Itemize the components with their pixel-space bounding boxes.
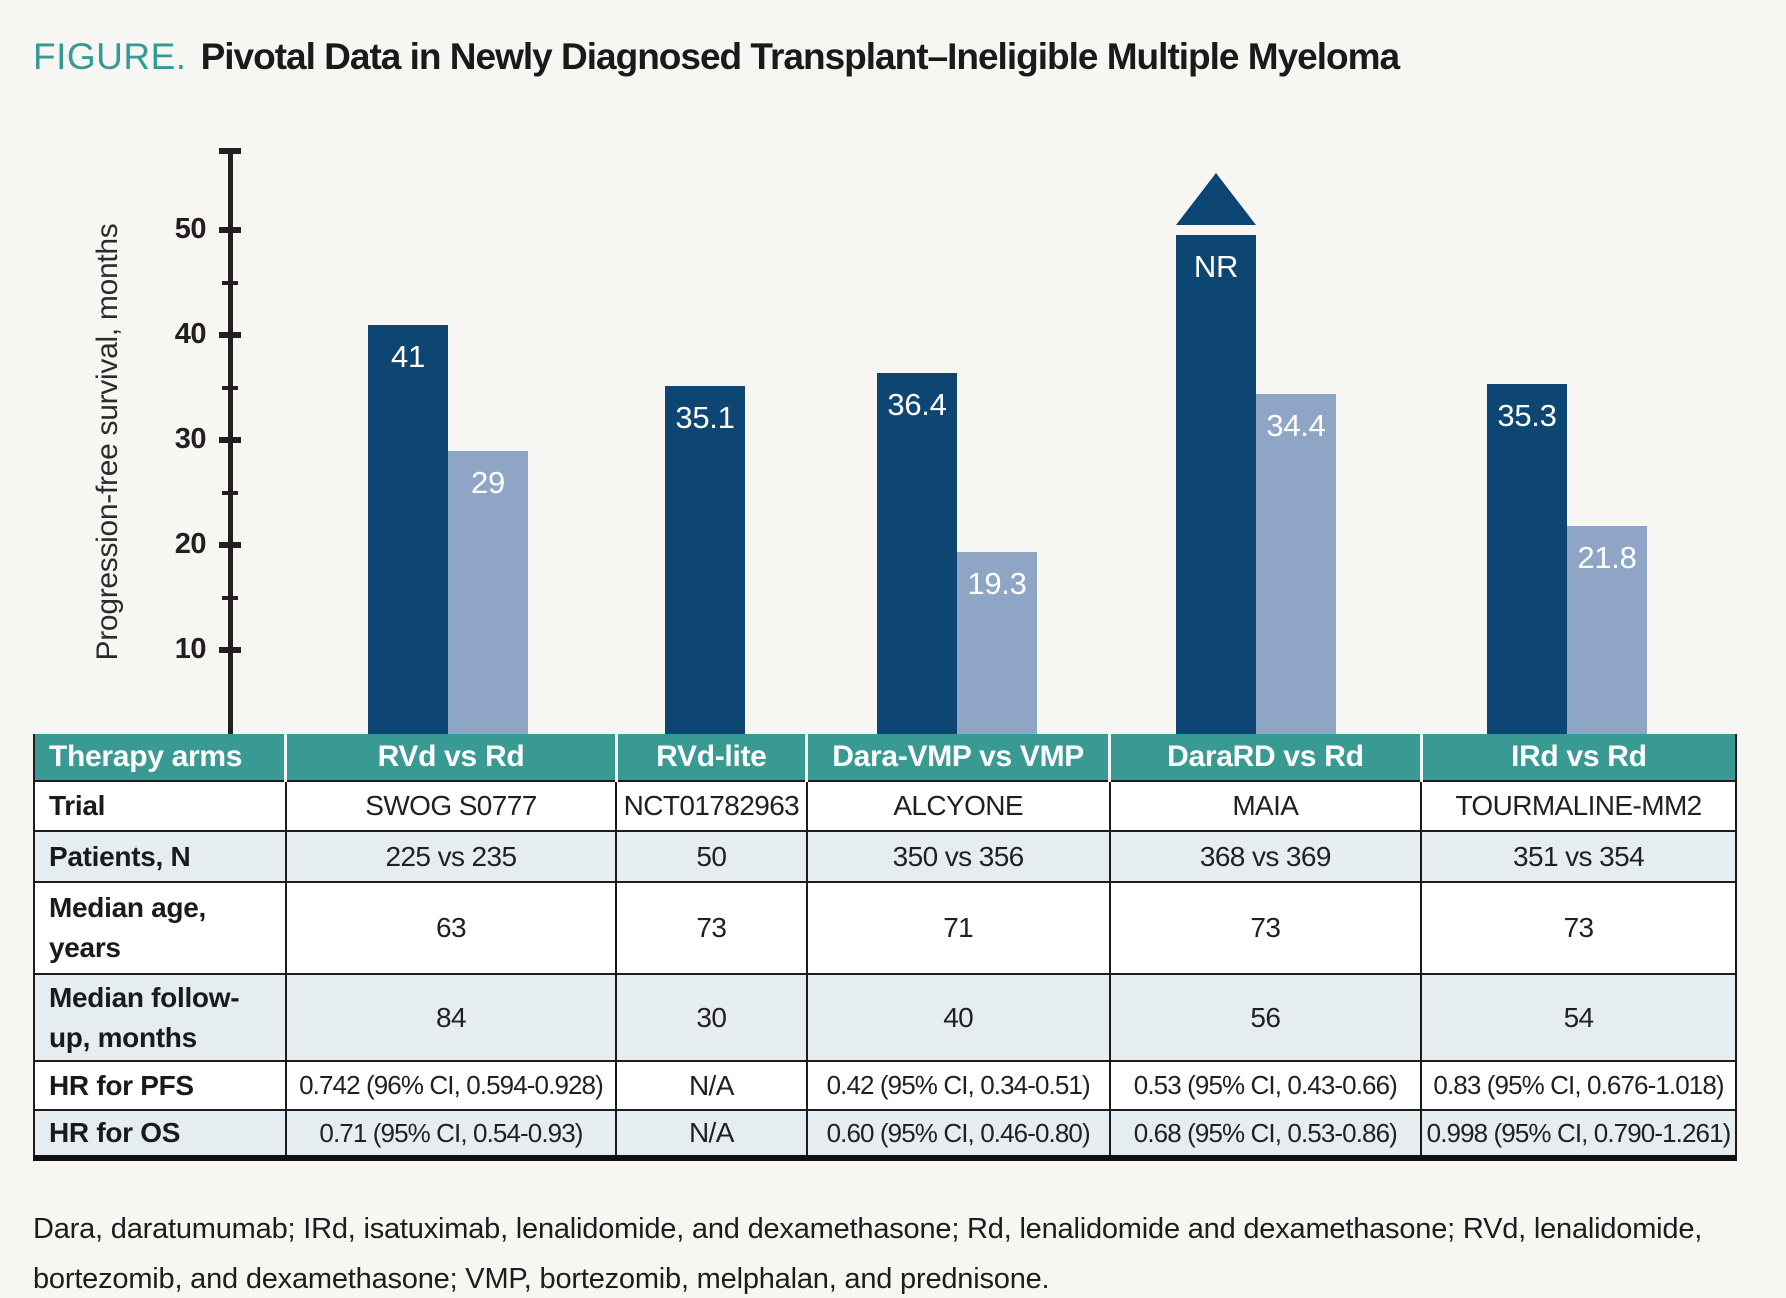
header-arm-dara-vmp-vs-vmp: Dara-VMP vs VMP <box>805 734 1110 782</box>
value-cell: 0.60 (95% CI, 0.46-0.80) <box>805 1109 1111 1158</box>
bar-rvd-vs-rd-41: 41 <box>368 324 448 734</box>
y-tick-label-20: 20 <box>174 528 207 560</box>
value-cell: TOURMALINE-MM2 <box>1420 781 1737 831</box>
row-label: Median age, years <box>33 881 287 974</box>
value-cell: 63 <box>284 881 618 974</box>
value-cell: 351 vs 354 <box>1420 830 1737 882</box>
figure-title: Pivotal Data in Newly Diagnosed Transpla… <box>200 36 1401 77</box>
therapy-table-wrap: Therapy arms RVd vs Rd RVd-lite Dara-VMP vs… <box>33 734 1737 1161</box>
bar-ird-vs-rd-21.8: 21.8 <box>1567 526 1647 734</box>
y-tick-50 <box>219 227 241 233</box>
value-cell: 350 vs 356 <box>805 830 1111 882</box>
value-cell: N/A <box>615 1109 808 1158</box>
value-cell: 0.71 (95% CI, 0.54-0.93) <box>284 1109 618 1158</box>
y-tick-label-50: 50 <box>174 213 207 245</box>
value-cell: 73 <box>615 881 808 974</box>
bar-value-label: NR <box>1193 249 1239 285</box>
bar-value-label: 35.3 <box>1497 398 1557 434</box>
value-cell: 0.68 (95% CI, 0.53-0.86) <box>1108 1109 1423 1158</box>
header-therapy-arms: Therapy arms <box>34 734 286 782</box>
table-row-hr-for-pfs: HR for PFS 0.742 (96% CI, 0.594-0.928) N/A… <box>33 1060 1737 1110</box>
header-arm-darard-vs-rd: DaraRD vs Rd <box>1108 734 1422 782</box>
y-tick-label-10: 10 <box>174 633 207 665</box>
value-cell: 30 <box>615 973 808 1061</box>
bar-value-label: 36.4 <box>887 386 947 422</box>
therapy-table: Therapy arms RVd vs Rd RVd-lite Dara-VMP vs… <box>33 734 1737 1161</box>
y-minor-tick-35 <box>222 385 238 390</box>
table-header-row: Therapy arms RVd vs Rd RVd-lite Dara-VMP vs… <box>34 734 1736 782</box>
table-row-patients-n: Patients, N 225 vs 235 50 350 vs 356 368 vs … <box>33 830 1737 882</box>
table-row-trial: Trial SWOG S0777 NCT01782963 ALCYONE MAIA TOU… <box>33 781 1737 831</box>
nr-arrow-icon <box>1176 173 1256 226</box>
value-cell: 50 <box>615 830 808 882</box>
bar-value-label: 35.1 <box>675 400 735 436</box>
value-cell: 71 <box>805 881 1111 974</box>
value-cell: 84 <box>284 973 618 1061</box>
value-cell: 0.742 (96% CI, 0.594-0.928) <box>284 1060 618 1110</box>
row-label: HR for PFS <box>33 1060 287 1110</box>
value-cell: 73 <box>1420 881 1737 974</box>
y-tick-20 <box>219 542 241 548</box>
bar-value-label: 21.8 <box>1577 540 1637 576</box>
value-cell: N/A <box>615 1060 808 1110</box>
table-row-median-follow-up-months: Median follow-up, months 84 30 40 56 54 <box>33 973 1737 1061</box>
bar-value-label: 19.3 <box>967 566 1027 602</box>
bar-rvd-lite-35.1: 35.1 <box>665 386 745 734</box>
y-minor-tick-45 <box>222 280 238 285</box>
bar-darard-vs-rd-34.4: 34.4 <box>1256 393 1336 734</box>
value-cell: 56 <box>1108 973 1423 1061</box>
bar-value-label: 41 <box>391 338 425 374</box>
value-cell: NCT01782963 <box>615 781 808 831</box>
header-arm-rvd-lite: RVd-lite <box>614 734 807 782</box>
value-cell: 54 <box>1420 973 1737 1061</box>
footnote: Dara, daratumumab; IRd, isatuximab, lena… <box>33 1213 1703 1295</box>
value-cell: 0.53 (95% CI, 0.43-0.66) <box>1108 1060 1423 1110</box>
bar-ird-vs-rd-35.3: 35.3 <box>1487 384 1567 734</box>
y-tick-40 <box>219 332 241 338</box>
bar-value-label: 29 <box>471 464 505 500</box>
row-label: Patients, N <box>33 830 287 882</box>
table-row-hr-for-os: HR for OS 0.71 (95% CI, 0.54-0.93) N/A 0.60… <box>33 1109 1737 1158</box>
bar-darard-vs-rd-NR: NR <box>1176 235 1256 734</box>
value-cell: 73 <box>1108 881 1423 974</box>
y-tick-30 <box>219 437 241 443</box>
bar-dara-vmp-vs-vmp-36.4: 36.4 <box>877 372 957 734</box>
value-cell: MAIA <box>1108 781 1423 831</box>
table-body: Trial SWOG S0777 NCT01782963 ALCYONE MAIA TOU… <box>33 781 1737 1158</box>
row-label: Median follow-up, months <box>33 973 287 1061</box>
y-axis-title: Progression-free survival, months <box>91 223 124 661</box>
figure-label: FIGURE. <box>33 36 187 77</box>
bar-rvd-vs-rd-29: 29 <box>448 450 528 734</box>
value-cell: 368 vs 369 <box>1108 830 1423 882</box>
value-cell: 0.42 (95% CI, 0.34-0.51) <box>805 1060 1111 1110</box>
value-cell: 40 <box>805 973 1111 1061</box>
y-minor-tick-25 <box>222 490 238 495</box>
y-minor-tick-15 <box>222 595 238 600</box>
bar-dara-vmp-vs-vmp-19.3: 19.3 <box>957 552 1037 734</box>
bar-value-label: 34.4 <box>1266 407 1326 443</box>
y-tick-label-40: 40 <box>174 318 207 350</box>
row-label: Trial <box>33 781 287 831</box>
value-cell: 225 vs 235 <box>284 830 618 882</box>
y-tick-label-30: 30 <box>174 423 207 455</box>
row-label: HR for OS <box>33 1109 287 1158</box>
value-cell: ALCYONE <box>805 781 1111 831</box>
value-cell: SWOG S0777 <box>284 781 618 831</box>
header-arm-rvd-vs-rd: RVd vs Rd <box>284 734 617 782</box>
figure-heading: FIGURE. Pivotal Data in Newly Diagnosed T… <box>33 36 1401 78</box>
y-tick-10 <box>219 647 241 653</box>
table-row-median-age-years: Median age, years 63 73 71 73 73 <box>33 881 1737 974</box>
value-cell: 0.83 (95% CI, 0.676-1.018) <box>1420 1060 1737 1110</box>
header-arm-ird-vs-rd: IRd vs Rd <box>1419 734 1736 782</box>
value-cell: 0.998 (95% CI, 0.790-1.261) <box>1420 1109 1737 1158</box>
